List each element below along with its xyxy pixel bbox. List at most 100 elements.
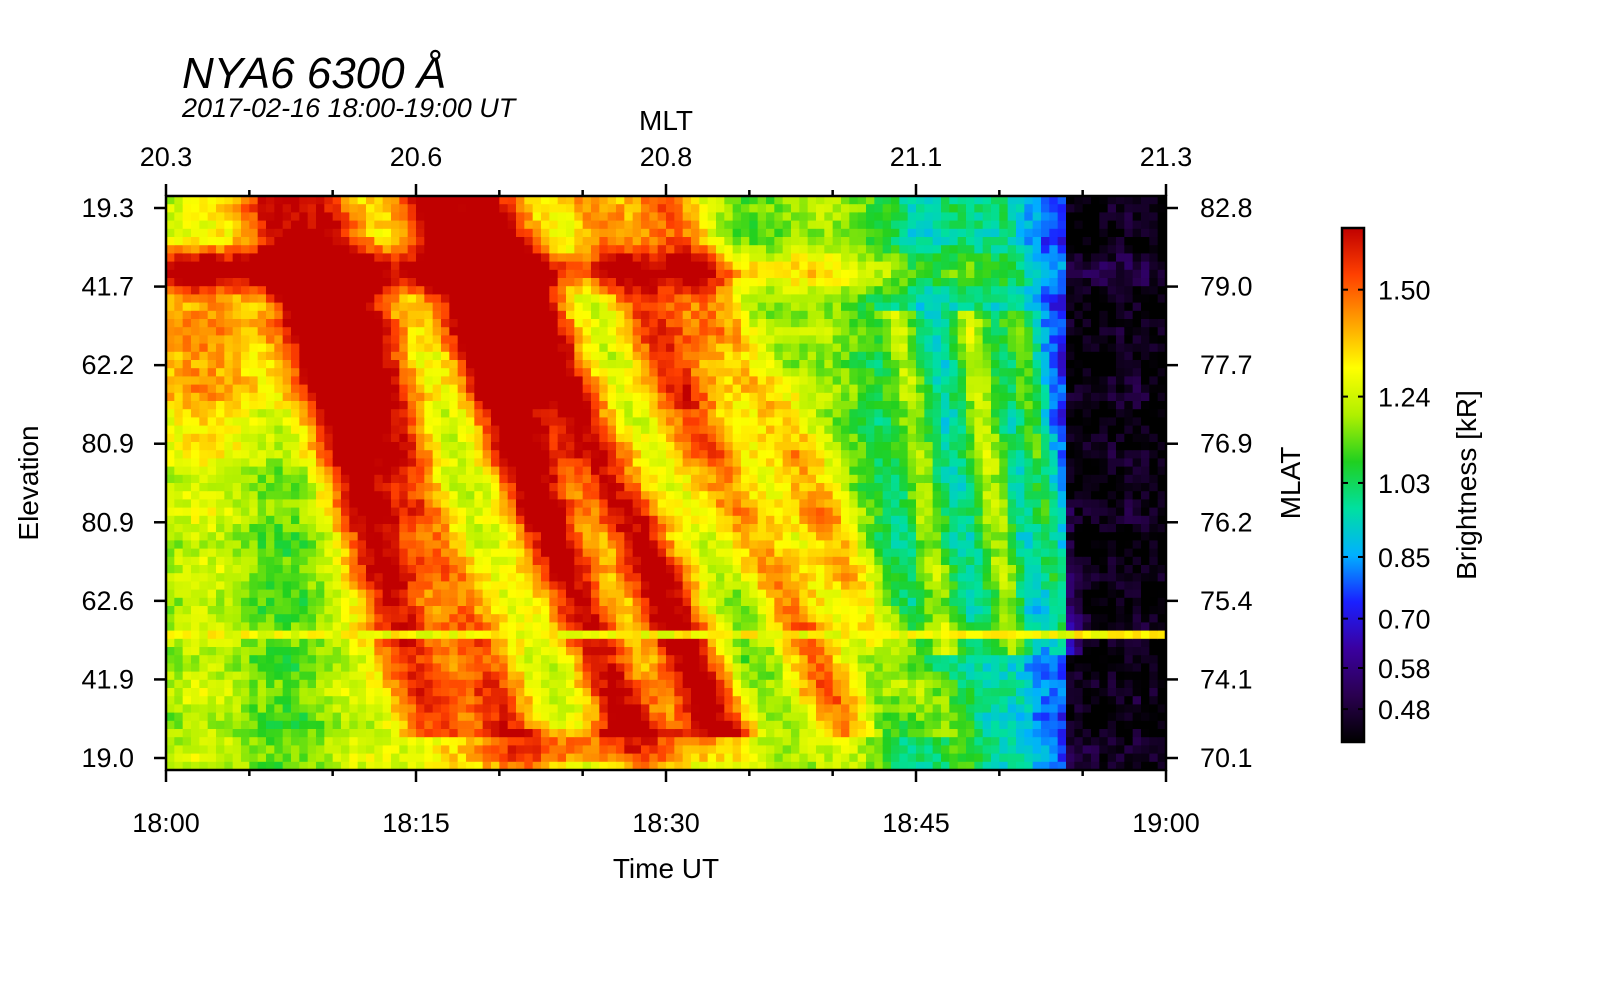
heatmap-cell [424, 548, 434, 558]
heatmap-cell [282, 228, 292, 238]
heatmap-cell [274, 212, 284, 222]
heatmap-cell [632, 466, 642, 476]
heatmap-cell [532, 294, 542, 304]
heatmap-cell [641, 647, 650, 656]
heatmap-cell [657, 696, 667, 705]
heatmap-cell [632, 204, 642, 213]
heatmap-cell [466, 688, 475, 697]
heatmap-cell [174, 401, 184, 410]
heatmap-cell [466, 729, 475, 738]
heatmap-cell [641, 261, 650, 271]
heatmap-cell [557, 737, 567, 746]
heatmap-cell [341, 220, 350, 230]
heatmap-cell [224, 343, 234, 353]
heatmap-cell [657, 532, 667, 541]
heatmap-cell [407, 384, 417, 394]
heatmap-cell [582, 212, 592, 222]
heatmap-cell [541, 360, 550, 369]
heatmap-cell [199, 745, 209, 755]
heatmap-cell [399, 581, 409, 591]
heatmap-cell [549, 278, 559, 287]
heatmap-cell [491, 540, 500, 550]
heatmap-cell [566, 204, 575, 213]
heatmap-cell [574, 507, 584, 517]
heatmap-cell [366, 483, 375, 492]
heatmap-cell [299, 647, 309, 656]
heatmap-cell [482, 343, 492, 353]
heatmap-cell [332, 466, 342, 476]
heatmap-cell [557, 442, 567, 451]
heatmap-cell [207, 269, 217, 279]
heatmap-cell [457, 351, 467, 361]
heatmap-cell [316, 204, 325, 213]
heatmap-cell [616, 343, 625, 353]
heatmap-cell [224, 671, 234, 681]
heatmap-cell [557, 655, 567, 664]
heatmap-cell [274, 335, 284, 345]
heatmap-cell [524, 368, 534, 377]
heatmap-cell [424, 261, 434, 271]
heatmap-cell [591, 196, 600, 205]
heatmap-cell [224, 220, 234, 230]
heatmap-cell [516, 343, 525, 353]
heatmap-cell [699, 499, 709, 509]
heatmap-cell [741, 597, 750, 607]
heatmap-cell [282, 589, 292, 599]
heatmap-cell [324, 212, 334, 222]
heatmap-cell [449, 343, 459, 353]
heatmap-cell [591, 515, 600, 525]
heatmap-cell [666, 302, 675, 312]
heatmap-cell [666, 286, 675, 295]
heatmap-cell [349, 491, 359, 500]
heatmap-cell [491, 368, 500, 377]
heatmap-cell [632, 228, 642, 238]
heatmap-cell [332, 212, 342, 222]
heatmap-cell [291, 573, 300, 582]
heatmap-cell [241, 310, 250, 320]
heatmap-cell [324, 343, 334, 353]
heatmap-cell [591, 450, 600, 459]
heatmap-cell [649, 450, 659, 459]
heatmap-cell [507, 761, 517, 770]
heatmap-cell [566, 327, 575, 336]
heatmap-cell [582, 647, 592, 656]
heatmap-cell [466, 573, 475, 582]
heatmap-cell [457, 220, 467, 230]
heatmap-cell [641, 228, 650, 238]
heatmap-cell [424, 417, 434, 427]
heatmap-cell [516, 450, 525, 459]
heatmap-cell [591, 729, 600, 738]
heatmap-cell [457, 753, 467, 763]
heatmap-cell [532, 245, 542, 254]
heatmap-cell [666, 433, 675, 443]
heatmap-cell [166, 401, 175, 410]
heatmap-cell [182, 302, 192, 312]
heatmap-cell [391, 548, 400, 558]
heatmap-cell [566, 753, 575, 763]
heatmap-cell [549, 622, 559, 632]
heatmap-cell [491, 696, 500, 705]
heatmap-cell [357, 237, 367, 246]
heatmap-cell [441, 696, 450, 705]
heatmap-cell [507, 745, 517, 755]
heatmap-cell [649, 335, 659, 345]
heatmap-cell [649, 458, 659, 468]
heatmap-cell [216, 704, 225, 714]
heatmap-cell [274, 433, 284, 443]
heatmap-cell [749, 540, 759, 550]
heatmap-cell [182, 671, 192, 681]
heatmap-cell [216, 499, 225, 509]
heatmap-cell [607, 474, 617, 484]
heatmap-cell [332, 253, 342, 263]
heatmap-cell [524, 696, 534, 705]
heatmap-cell [291, 589, 300, 599]
heatmap-cell [274, 720, 284, 730]
heatmap-cell [474, 204, 484, 213]
heatmap-cell [424, 253, 434, 263]
heatmap-cell [724, 589, 734, 599]
heatmap-cell [224, 253, 234, 263]
heatmap-cell [249, 376, 259, 386]
heatmap-cell [266, 704, 275, 714]
heatmap-cell [707, 220, 717, 230]
heatmap-cell [682, 548, 692, 558]
